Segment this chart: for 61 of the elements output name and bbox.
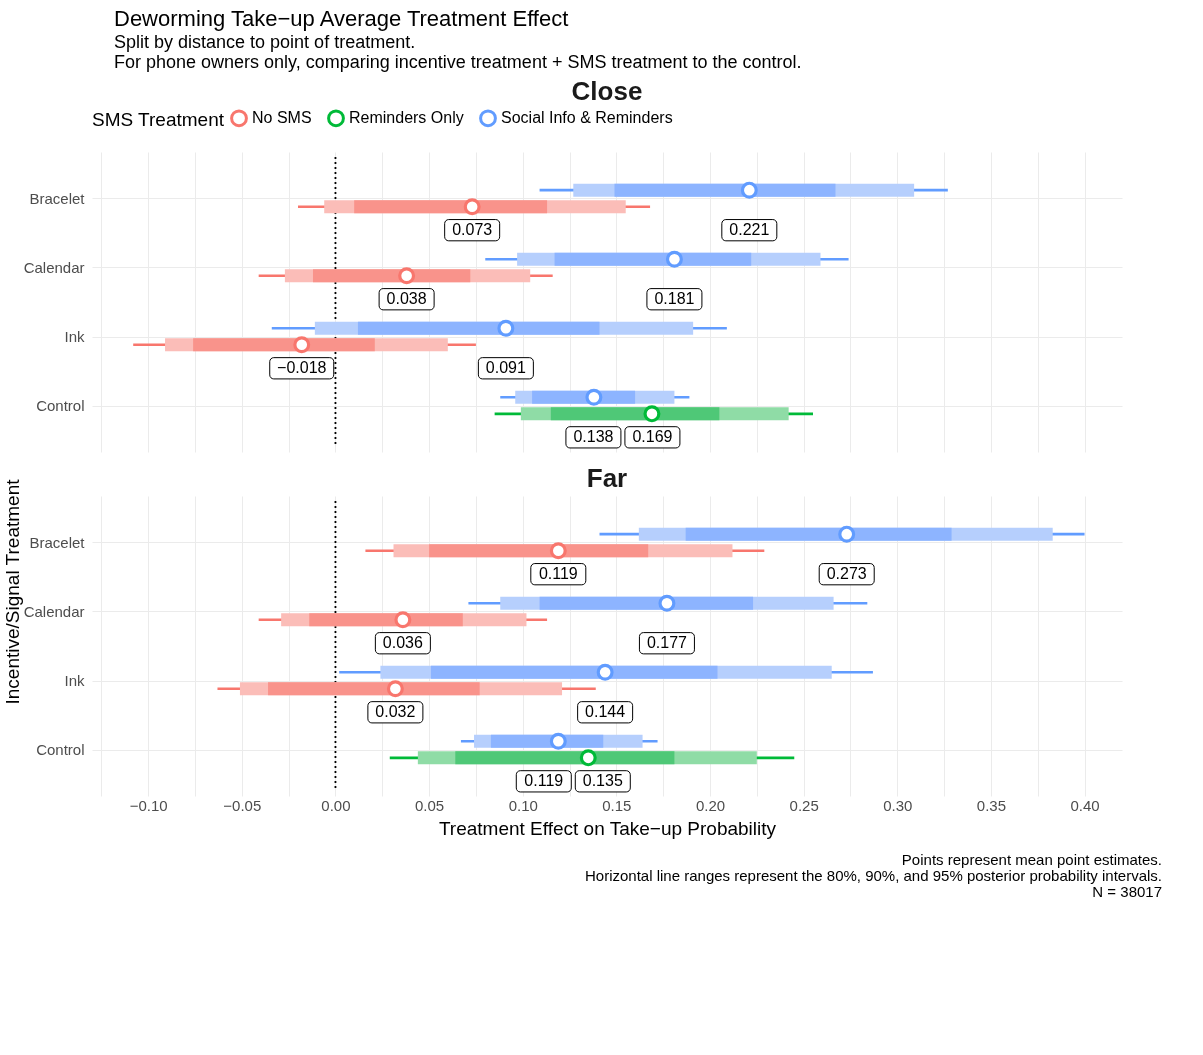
x-tick-label: 0.00 — [321, 796, 351, 814]
legend-label: No SMS — [252, 109, 312, 127]
bar — [539, 596, 754, 610]
y-tick-label: Calendar — [23, 258, 85, 276]
bar — [685, 527, 952, 541]
bar — [429, 544, 649, 558]
bar — [312, 269, 471, 283]
data-label: 0.032 — [375, 703, 416, 721]
chart-title: Close — [571, 76, 643, 106]
data-label: 0.091 — [485, 359, 526, 377]
bar — [268, 682, 480, 696]
data-label: 0.169 — [632, 428, 673, 446]
data-label: 0.036 — [382, 634, 423, 652]
x-tick-label: 0.30 — [883, 796, 913, 814]
chart-title: Far — [586, 463, 628, 493]
data-label: 0.073 — [452, 221, 493, 239]
text: Points represent mean point estimates. — [901, 851, 1162, 868]
x-tick-label: 0.35 — [976, 796, 1007, 814]
x-tick-label: 0.05 — [414, 796, 445, 814]
y-tick-label: Ink — [64, 328, 85, 346]
bar — [357, 321, 600, 335]
bar — [354, 200, 548, 214]
text: Split by distance to point of treatment. For phone owners only, comparing incentive treatment + SMS treatment to the control. — [114, 32, 802, 72]
y-tick-label: Control — [36, 397, 85, 415]
x-tick-label: 0.10 — [508, 796, 538, 814]
data-label: 0.138 — [573, 428, 614, 446]
x-tick-label: 0.25 — [789, 796, 819, 814]
bar — [554, 252, 752, 266]
data-label: 0.038 — [386, 290, 427, 308]
y-tick-label: Control — [36, 741, 85, 759]
y-axis-title: Incentive/Signal Treatment — [2, 478, 23, 705]
data-label: −0.018 — [277, 359, 327, 377]
x-tick-label: 0.15 — [602, 796, 632, 814]
bar — [193, 338, 375, 352]
data-label: 0.119 — [538, 565, 578, 583]
legend-label: Reminders Only — [349, 109, 464, 127]
bar — [614, 183, 836, 197]
x-axis-title: Treatment Effect on Take−up Probability — [438, 817, 777, 839]
y-tick-label: Calendar — [23, 602, 85, 620]
text: Horizontal line ranges represent the 80%, 90%, and 95% posterior probability intervals. — [585, 867, 1162, 884]
data-label: 0.181 — [654, 290, 695, 308]
data-label: 0.273 — [826, 565, 867, 583]
bar — [455, 751, 675, 765]
y-tick-label: Bracelet — [29, 189, 86, 207]
legend-label: Social Info & Reminders — [501, 109, 673, 127]
data-label: 0.177 — [646, 634, 688, 652]
bar — [550, 407, 720, 421]
text: N = 38017 — [1092, 883, 1162, 900]
data-label: 0.119 — [524, 772, 564, 790]
x-tick-label: 0.20 — [695, 796, 726, 814]
x-tick-label: −0.10 — [129, 796, 168, 814]
y-tick-label: Ink — [64, 672, 85, 690]
data-label: 0.221 — [729, 221, 770, 239]
y-tick-label: Bracelet — [29, 533, 86, 551]
bar — [430, 665, 718, 679]
data-label: 0.144 — [585, 703, 626, 721]
x-tick-label: 0.40 — [1070, 796, 1100, 814]
data-label: 0.135 — [582, 772, 623, 790]
text: Deworming Take−up Average Treatment Effect — [114, 6, 569, 31]
legend-title: SMS Treatment — [92, 109, 225, 130]
x-tick-label: −0.05 — [223, 796, 262, 814]
